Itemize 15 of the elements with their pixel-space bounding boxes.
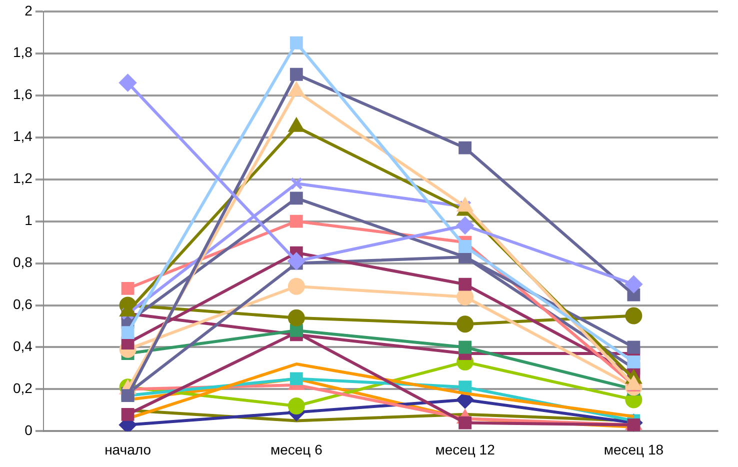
x-tick-label: месец 6 xyxy=(270,441,323,458)
x-tick-label: месец 12 xyxy=(435,441,496,458)
y-tick-label: 0,2 xyxy=(12,380,33,396)
y-tick-label: 1,6 xyxy=(12,86,33,102)
x-tick-label: начало xyxy=(104,441,152,458)
y-tick-label: 1 xyxy=(24,212,33,228)
y-tick-label: 0 xyxy=(24,422,33,438)
y-tick-label: 0,8 xyxy=(12,254,33,270)
y-tick-label: 0,6 xyxy=(12,296,33,312)
y-tick-label: 1,2 xyxy=(12,170,33,186)
x-tick-label: месец 18 xyxy=(604,441,664,458)
y-tick-label: 1,4 xyxy=(12,128,33,144)
y-tick-label: 0,4 xyxy=(12,338,33,354)
y-tick-label: 1,8 xyxy=(12,44,33,60)
y-tick-label: 2 xyxy=(24,2,33,18)
